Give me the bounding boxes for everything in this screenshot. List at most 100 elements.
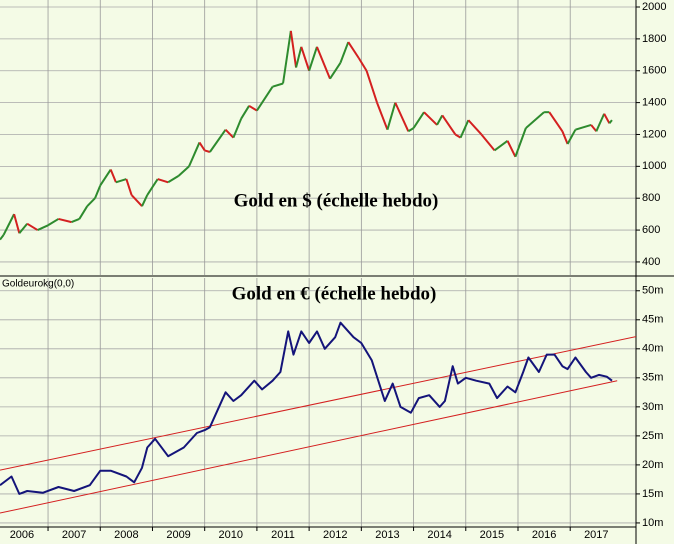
price-segment bbox=[575, 123, 592, 131]
price-segment bbox=[480, 133, 496, 152]
x-tick-label: 2017 bbox=[584, 529, 608, 541]
price-segment bbox=[2, 213, 15, 236]
y-tick-label: 40m bbox=[642, 343, 663, 355]
price-segment bbox=[94, 185, 102, 199]
price-segment bbox=[514, 127, 527, 158]
x-tick-label: 2016 bbox=[532, 529, 556, 541]
price-segment bbox=[204, 149, 211, 153]
chart-title: Gold en $ (échelle hebdo) bbox=[234, 190, 439, 211]
price-segment bbox=[365, 70, 378, 103]
price-segment bbox=[109, 169, 117, 183]
price-segment bbox=[441, 114, 457, 136]
price-segment bbox=[386, 102, 397, 130]
price-segment bbox=[224, 128, 235, 139]
price-segment bbox=[347, 41, 360, 59]
price-segment bbox=[506, 140, 517, 158]
price-segment bbox=[146, 178, 159, 196]
x-tick-label: 2009 bbox=[166, 529, 190, 541]
price-segment bbox=[407, 127, 415, 133]
x-tick-label: 2012 bbox=[323, 529, 347, 541]
price-segment bbox=[493, 140, 509, 152]
price-segment bbox=[71, 217, 80, 224]
price-segment bbox=[256, 86, 274, 112]
chart-title: Gold en € (échelle hebdo) bbox=[232, 283, 437, 304]
price-segment bbox=[130, 194, 143, 207]
y-tick-label: 30m bbox=[642, 401, 663, 413]
price-segment bbox=[47, 218, 60, 227]
y-tick-label: 35m bbox=[642, 372, 663, 384]
price-segment bbox=[394, 102, 410, 132]
series-line bbox=[0, 321, 613, 495]
price-segment bbox=[115, 178, 127, 184]
y-tick-label: 1600 bbox=[642, 65, 666, 77]
price-segment bbox=[608, 119, 613, 124]
y-tick-label: 45m bbox=[642, 314, 663, 326]
price-segment bbox=[436, 114, 444, 126]
price-segment bbox=[595, 113, 606, 132]
price-segment bbox=[339, 41, 350, 64]
y-tick-label: 800 bbox=[642, 192, 660, 204]
price-segment bbox=[99, 168, 112, 187]
x-tick-label: 2013 bbox=[375, 529, 399, 541]
x-tick-label: 2008 bbox=[114, 529, 138, 541]
y-tick-label: 25m bbox=[642, 430, 663, 442]
price-segment bbox=[525, 111, 545, 129]
price-segment bbox=[590, 124, 598, 132]
y-tick-label: 15m bbox=[642, 488, 663, 500]
price-segment bbox=[295, 46, 303, 68]
y-tick-label: 1000 bbox=[642, 160, 666, 172]
price-segment bbox=[167, 175, 180, 184]
price-segment bbox=[376, 102, 389, 131]
price-segment bbox=[18, 223, 28, 234]
x-tick-label: 2010 bbox=[219, 529, 243, 541]
x-tick-label: 2014 bbox=[427, 529, 451, 541]
price-segment bbox=[157, 178, 169, 184]
price-segment bbox=[459, 119, 470, 139]
y-tick-label: 2000 bbox=[642, 1, 666, 13]
price-segment bbox=[0, 234, 5, 241]
price-segment bbox=[86, 197, 96, 207]
y-tick-label: 1200 bbox=[642, 128, 666, 140]
price-segment bbox=[329, 62, 342, 80]
price-segment bbox=[209, 129, 227, 153]
price-segment bbox=[125, 178, 133, 196]
price-segment bbox=[412, 111, 425, 129]
series-label: Goldeurokg(0,0) bbox=[2, 279, 74, 290]
y-tick-label: 50m bbox=[642, 285, 663, 297]
price-segment bbox=[78, 205, 89, 220]
y-tick-label: 400 bbox=[642, 256, 660, 268]
x-tick-label: 2006 bbox=[10, 529, 34, 541]
price-segment bbox=[561, 130, 569, 145]
price-segment bbox=[141, 194, 149, 207]
price-segment bbox=[548, 111, 564, 132]
price-segment bbox=[248, 104, 258, 112]
price-segment bbox=[423, 111, 438, 126]
price-segment bbox=[289, 30, 298, 68]
price-segment bbox=[37, 224, 49, 231]
price-segment bbox=[58, 217, 72, 224]
price-segment bbox=[232, 118, 243, 139]
price-segment bbox=[566, 129, 577, 145]
x-tick-label: 2015 bbox=[480, 529, 504, 541]
price-segment bbox=[357, 57, 368, 72]
y-tick-label: 20m bbox=[642, 459, 663, 471]
y-tick-label: 10m bbox=[642, 517, 663, 529]
price-segment bbox=[467, 119, 483, 136]
price-segment bbox=[198, 141, 206, 151]
price-segment bbox=[272, 82, 284, 88]
price-segment bbox=[177, 165, 190, 177]
price-segment bbox=[282, 30, 292, 84]
price-segment bbox=[454, 133, 462, 139]
price-segment bbox=[26, 222, 39, 231]
price-segment bbox=[603, 113, 611, 124]
price-segment bbox=[240, 105, 250, 120]
price-segment bbox=[316, 46, 331, 80]
y-tick-label: 1800 bbox=[642, 33, 666, 45]
price-segment bbox=[308, 46, 318, 72]
price-segment bbox=[300, 46, 311, 72]
price-segment bbox=[188, 142, 201, 167]
y-tick-label: 1400 bbox=[642, 97, 666, 109]
